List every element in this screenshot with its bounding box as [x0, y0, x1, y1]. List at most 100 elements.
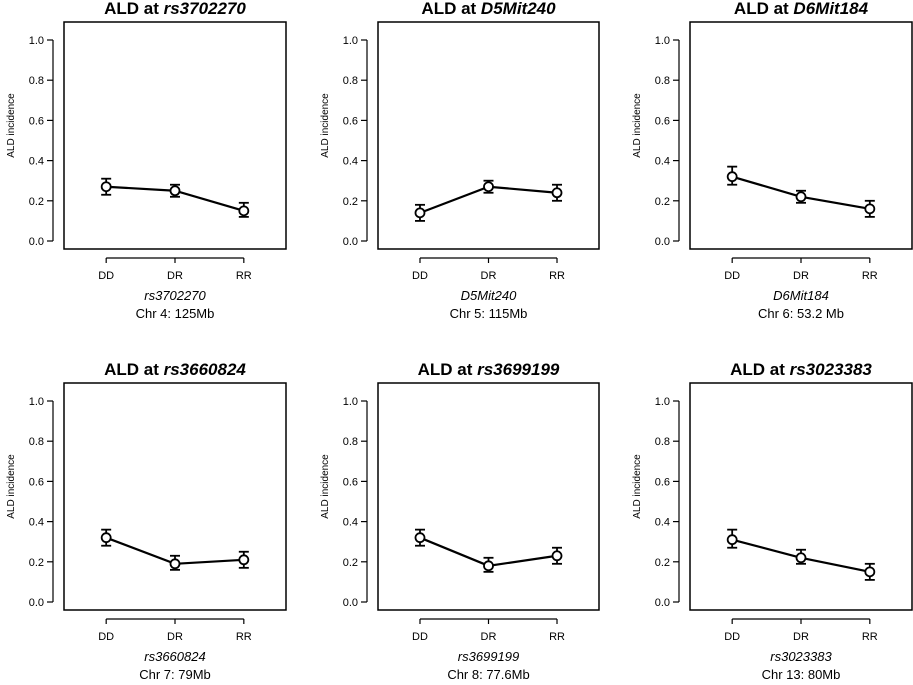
- panel-title-prefix: ALD at: [421, 0, 481, 18]
- panel-title-marker: rs3023383: [790, 360, 873, 379]
- data-point: [414, 207, 426, 219]
- x-tick-label: DR: [167, 270, 183, 282]
- y-axis-label: ALD incidence: [6, 93, 17, 158]
- x-tick-label: DD: [724, 270, 740, 282]
- panel-5: ALD at rs3699199 0.0 0.2 0.4 0.6 0.8 1.0 ALD in…: [320, 360, 600, 682]
- y-axis-label: ALD incidence: [6, 454, 17, 519]
- x-tick-label: RR: [549, 631, 565, 643]
- data-point: [551, 187, 563, 199]
- plot-frame: [63, 21, 287, 250]
- x-axis-location-label: Chr 5: 115Mb: [450, 306, 528, 321]
- x-axis-marker-label: rs3023383: [770, 649, 832, 664]
- x-axis-marker-label: D5Mit240: [461, 288, 517, 303]
- y-tick-label: 0.6: [343, 476, 358, 488]
- x-tick-label: DD: [412, 270, 428, 282]
- x-axis-location-label: Chr 13: 80Mb: [762, 667, 841, 682]
- plot-frame: [377, 21, 600, 250]
- y-tick-label: 0.4: [343, 156, 358, 168]
- y-tick-label: 1.0: [343, 35, 358, 47]
- panel-title-marker: D5Mit240: [481, 0, 556, 18]
- plot-frame: [689, 21, 913, 250]
- panel-title-prefix: ALD at: [734, 0, 794, 18]
- data-point: [169, 558, 181, 570]
- x-tick-label: DR: [793, 270, 809, 282]
- y-axis-label: ALD incidence: [320, 454, 331, 519]
- data-point: [169, 185, 181, 197]
- data-point: [795, 191, 807, 203]
- y-tick-label: 0.2: [655, 196, 670, 208]
- y-tick-label: 1.0: [655, 396, 670, 408]
- data-point: [726, 534, 738, 546]
- y-tick-label: 0.0: [343, 597, 358, 609]
- data-point: [795, 552, 807, 564]
- data-point: [238, 205, 250, 217]
- data-point: [414, 532, 426, 544]
- y-tick-label: 0.4: [343, 517, 358, 529]
- data-point: [551, 550, 563, 562]
- y-tick-label: 1.0: [343, 396, 358, 408]
- y-tick-label: 0.4: [29, 517, 44, 529]
- x-tick-label: DR: [793, 631, 809, 643]
- panel-4: ALD at rs3660824 0.0 0.2 0.4 0.6 0.8 1.0 ALD in…: [6, 360, 287, 682]
- y-axis-label: ALD incidence: [632, 454, 643, 519]
- y-tick-label: 0.8: [29, 436, 44, 448]
- panel-title-marker: rs3660824: [164, 360, 247, 379]
- panel-title: ALD at D5Mit240: [421, 0, 556, 18]
- y-tick-label: 0.6: [29, 476, 44, 488]
- panel-title: ALD at D6Mit184: [734, 0, 869, 18]
- y-tick-label: 1.0: [29, 35, 44, 47]
- x-axis-location-label: Chr 6: 53.2 Mb: [758, 306, 844, 321]
- y-tick-label: 0.0: [29, 597, 44, 609]
- y-tick-label: 0.8: [655, 75, 670, 87]
- y-tick-label: 0.6: [29, 115, 44, 127]
- panel-title: ALD at rs3023383: [730, 360, 872, 379]
- x-axis-marker-label: rs3699199: [458, 649, 519, 664]
- y-tick-label: 0.8: [343, 436, 358, 448]
- x-axis-location-label: Chr 8: 77.6Mb: [447, 667, 529, 682]
- y-tick-label: 0.2: [343, 196, 358, 208]
- y-tick-label: 0.2: [343, 557, 358, 569]
- y-tick-label: 0.4: [655, 156, 670, 168]
- y-tick-label: 0.0: [343, 236, 358, 248]
- y-tick-label: 0.2: [655, 557, 670, 569]
- y-tick-label: 1.0: [29, 396, 44, 408]
- panel-title-prefix: ALD at: [104, 360, 164, 379]
- panel-6: ALD at rs3023383 0.0 0.2 0.4 0.6 0.8 1.0 ALD in…: [632, 360, 913, 682]
- y-tick-label: 0.0: [655, 597, 670, 609]
- x-axis-marker-label: D6Mit184: [773, 288, 829, 303]
- panel-title: ALD at rs3699199: [418, 360, 560, 379]
- plot-frame: [377, 382, 600, 611]
- panel-title-marker: rs3702270: [164, 0, 247, 18]
- data-point: [864, 566, 876, 578]
- y-axis-label: ALD incidence: [632, 93, 643, 158]
- panel-3: ALD at D6Mit184 0.0 0.2 0.4 0.6 0.8 1.0 ALD inc…: [632, 0, 913, 321]
- y-tick-label: 0.2: [29, 196, 44, 208]
- y-tick-label: 0.8: [29, 75, 44, 87]
- x-tick-label: DD: [412, 631, 428, 643]
- y-tick-label: 0.4: [29, 156, 44, 168]
- x-tick-label: DD: [724, 631, 740, 643]
- x-tick-label: DR: [167, 631, 183, 643]
- x-tick-label: RR: [862, 631, 878, 643]
- y-tick-label: 0.8: [343, 75, 358, 87]
- x-tick-label: RR: [236, 270, 252, 282]
- x-axis-marker-label: rs3702270: [144, 288, 206, 303]
- y-tick-label: 0.6: [655, 476, 670, 488]
- y-tick-label: 0.6: [343, 115, 358, 127]
- panel-title: ALD at rs3660824: [104, 360, 246, 379]
- x-tick-label: RR: [549, 270, 565, 282]
- panel-1: ALD at rs3702270 0.0 0.2 0.4 0.6 0.8 1.0 ALD in…: [6, 0, 287, 321]
- panel-title: ALD at rs3702270: [104, 0, 246, 18]
- x-tick-label: DD: [98, 631, 114, 643]
- panel-title-prefix: ALD at: [418, 360, 478, 379]
- x-tick-label: RR: [862, 270, 878, 282]
- x-axis-marker-label: rs3660824: [144, 649, 205, 664]
- data-point: [238, 554, 250, 566]
- x-tick-label: DR: [481, 631, 497, 643]
- data-point: [483, 181, 494, 193]
- data-point: [100, 532, 112, 544]
- x-axis-location-label: Chr 7: 79Mb: [139, 667, 211, 682]
- x-axis-location-label: Chr 4: 125Mb: [136, 306, 215, 321]
- panel-title-marker: rs3699199: [477, 360, 560, 379]
